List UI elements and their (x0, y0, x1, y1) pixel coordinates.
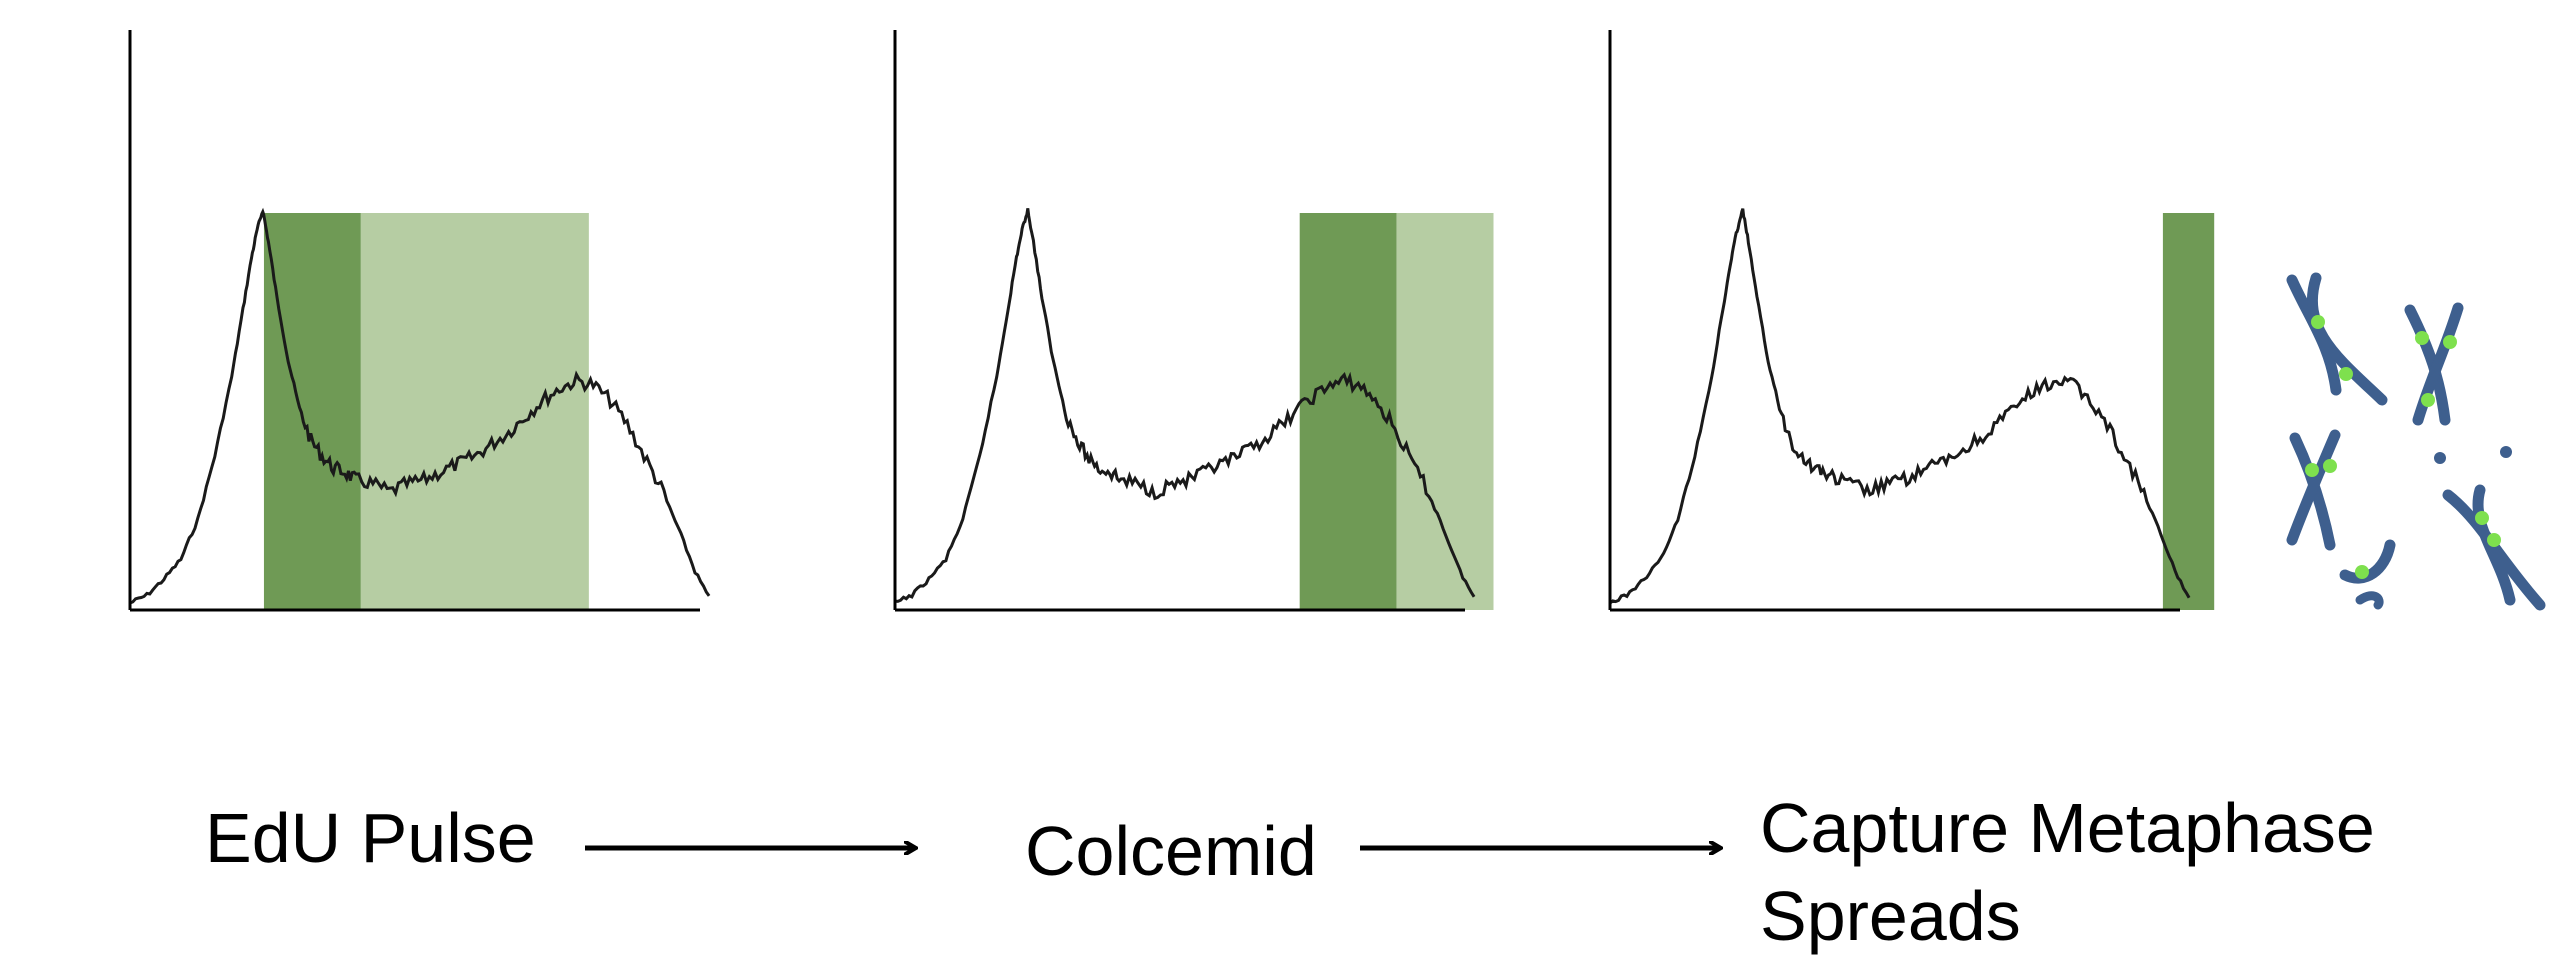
step-label-capture-line2: Spreads (1760, 877, 2021, 955)
dna-content-curve (129, 207, 711, 605)
dna-content-curve (894, 208, 1476, 603)
step-label-edu-pulse: EdU Pulse (205, 799, 536, 877)
gate-band-light (360, 213, 589, 610)
histogram-panel-3 (1608, 30, 2215, 612)
step-label-colcemid: Colcemid (1025, 812, 1317, 890)
histogram-panel-1 (128, 30, 711, 612)
gate-band-light (1396, 213, 1494, 610)
gate-band-dark (2162, 213, 2215, 610)
gate-band-dark (263, 213, 361, 610)
step-label-capture-line1: Capture Metaphase (1760, 789, 2375, 867)
histogram-panel-2 (893, 30, 1494, 612)
chromosome-spread-icon (2286, 272, 2546, 611)
dna-content-curve (1609, 208, 2191, 605)
